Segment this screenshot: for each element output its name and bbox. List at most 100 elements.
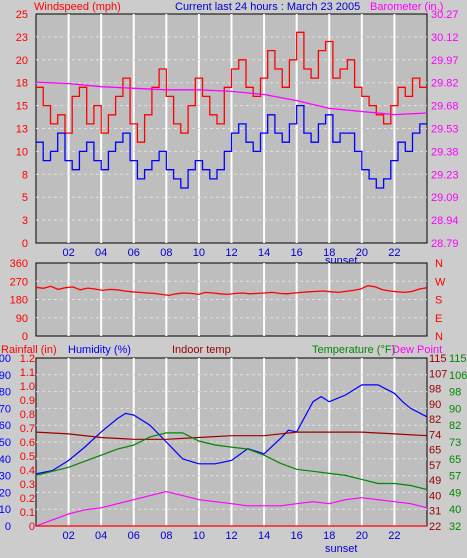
rainfall-axis-tick: 1.0 <box>20 381 35 393</box>
wind-left-tick: 25 <box>16 9 28 21</box>
temperature-series <box>35 432 428 491</box>
humidity-x-tick: 16 <box>291 530 303 542</box>
indoor-axis-tick: 31 <box>429 506 441 518</box>
direction-left-tick: 360 <box>10 258 28 270</box>
wind-x-tick: 04 <box>95 247 107 259</box>
direction-compass-label: W <box>435 276 446 288</box>
humidity-x-tick: 18 <box>323 530 335 542</box>
direction-left-tick: 90 <box>16 313 28 325</box>
indoor-axis-tick: 57 <box>429 460 441 472</box>
baro-right-tick: 30.27 <box>431 9 459 21</box>
wind-left-tick: 10 <box>16 146 28 158</box>
wind-left-tick: 18 <box>16 78 28 90</box>
humidity-x-tick: 14 <box>258 530 270 542</box>
temperature-axis-tick: 90 <box>449 403 461 415</box>
dew-point-title: Dew Point <box>392 344 442 356</box>
direction-left-tick: 0 <box>22 331 28 343</box>
wind-left-tick: 3 <box>22 215 28 227</box>
baro-right-tick: 29.82 <box>431 78 459 90</box>
dew-point-series <box>35 490 428 527</box>
humidity-x-tick: 22 <box>388 530 400 542</box>
temperature-axis-tick: 73 <box>449 437 461 449</box>
temperature-axis-tick: 32 <box>449 521 461 533</box>
rainfall-axis-tick: 0.2 <box>20 493 35 505</box>
temperature-title: Temperature (°F) <box>312 344 395 356</box>
wind-left-tick: 13 <box>16 124 28 136</box>
baro-right-tick: 29.38 <box>431 146 459 158</box>
windspeed-series <box>36 31 427 143</box>
indoor-axis-tick: 82 <box>429 414 441 426</box>
rainfall-axis-tick: 0.4 <box>20 465 35 477</box>
wind-x-tick: 18 <box>323 247 335 259</box>
wind-x-tick: 02 <box>62 247 74 259</box>
humidity-x-tick: 08 <box>160 530 172 542</box>
wind-low-series <box>36 104 427 189</box>
humidity-x-tick: 04 <box>95 530 107 542</box>
rainfall-title: Rainfall (in) <box>1 344 57 356</box>
windspeed-title: Windspeed (mph) <box>34 1 121 13</box>
barometer-series <box>35 81 428 116</box>
humidity-x-tick: 20 <box>356 530 368 542</box>
direction-left-tick: 270 <box>10 276 28 288</box>
humidity-axis-tick: 50 <box>0 437 11 449</box>
temperature-axis-tick: 40 <box>449 504 461 516</box>
temperature-axis-tick: 98 <box>449 387 461 399</box>
direction-left-tick: 180 <box>10 295 28 307</box>
baro-right-tick: 28.79 <box>431 238 459 250</box>
wind-left-tick: 23 <box>16 32 28 44</box>
rainfall-axis-tick: 1.2 <box>20 353 35 365</box>
indoor-temp-series <box>35 431 428 440</box>
rainfall-axis-tick: 0.7 <box>20 423 35 435</box>
indoor-axis-tick: 40 <box>429 490 441 502</box>
wind-x-tick: 10 <box>193 247 205 259</box>
humidity-title: Humidity (%) <box>68 344 131 356</box>
wind-x-tick: 06 <box>128 247 140 259</box>
rainfall-axis-tick: 0 <box>29 521 35 533</box>
temperature-axis-tick: 65 <box>449 454 461 466</box>
temperature-axis-tick: 82 <box>449 420 461 432</box>
baro-right-tick: 29.09 <box>431 192 459 204</box>
humidity-axis-tick: 90 <box>0 370 11 382</box>
rainfall-axis-tick: 0.8 <box>20 409 35 421</box>
indoor-axis-tick: 65 <box>429 445 441 457</box>
rainfall-axis-tick: 0.1 <box>20 507 35 519</box>
chart-period-title: Current last 24 hours : March 23 2005 <box>175 1 360 13</box>
direction-compass-label: S <box>435 295 442 307</box>
indoor-axis-tick: 49 <box>429 475 441 487</box>
humidity-x-tick: 06 <box>128 530 140 542</box>
indoor-axis-tick: 74 <box>429 429 441 441</box>
humidity-x-tick: 12 <box>225 530 237 542</box>
indoor-axis-tick: 107 <box>429 368 447 380</box>
rainfall-axis-tick: 1.1 <box>20 367 35 379</box>
baro-right-tick: 29.53 <box>431 124 459 136</box>
rainfall-axis-tick: 0.9 <box>20 395 35 407</box>
indoor-axis-tick: 98 <box>429 384 441 396</box>
temperature-axis-tick: 49 <box>449 487 461 499</box>
sunset-label-bottom: sunset <box>325 543 357 555</box>
indoor-axis-tick: 90 <box>429 399 441 411</box>
wind-left-tick: 5 <box>22 192 28 204</box>
wind-left-tick: 0 <box>22 238 28 250</box>
indoor-axis-tick: 115 <box>429 353 447 365</box>
chart-marks: 0 3 5 8 10 13 15 18 20 23 25 28.79 28.94 29.09 29.23 29… <box>0 9 467 542</box>
wind-direction-series <box>35 285 428 297</box>
humidity-axis-tick: 0 <box>5 521 11 533</box>
baro-right-tick: 29.97 <box>431 55 459 67</box>
temperature-axis-tick: 106 <box>449 370 467 382</box>
baro-right-tick: 28.94 <box>431 215 459 227</box>
baro-right-tick: 29.23 <box>431 169 459 181</box>
humidity-axis-tick: 10 <box>0 504 11 516</box>
humidity-x-tick: 02 <box>62 530 74 542</box>
rainfall-axis-tick: 0.5 <box>20 451 35 463</box>
wind-x-tick: 08 <box>160 247 172 259</box>
wind-x-tick: 14 <box>258 247 270 259</box>
humidity-x-tick: 10 <box>193 530 205 542</box>
humidity-axis-tick: 60 <box>0 420 11 432</box>
indoor-axis-tick: 22 <box>429 521 441 533</box>
temperature-axis-tick: 115 <box>449 353 467 365</box>
wind-x-tick: 22 <box>388 247 400 259</box>
humidity-series <box>35 384 428 475</box>
temperature-axis-tick: 57 <box>449 471 461 483</box>
